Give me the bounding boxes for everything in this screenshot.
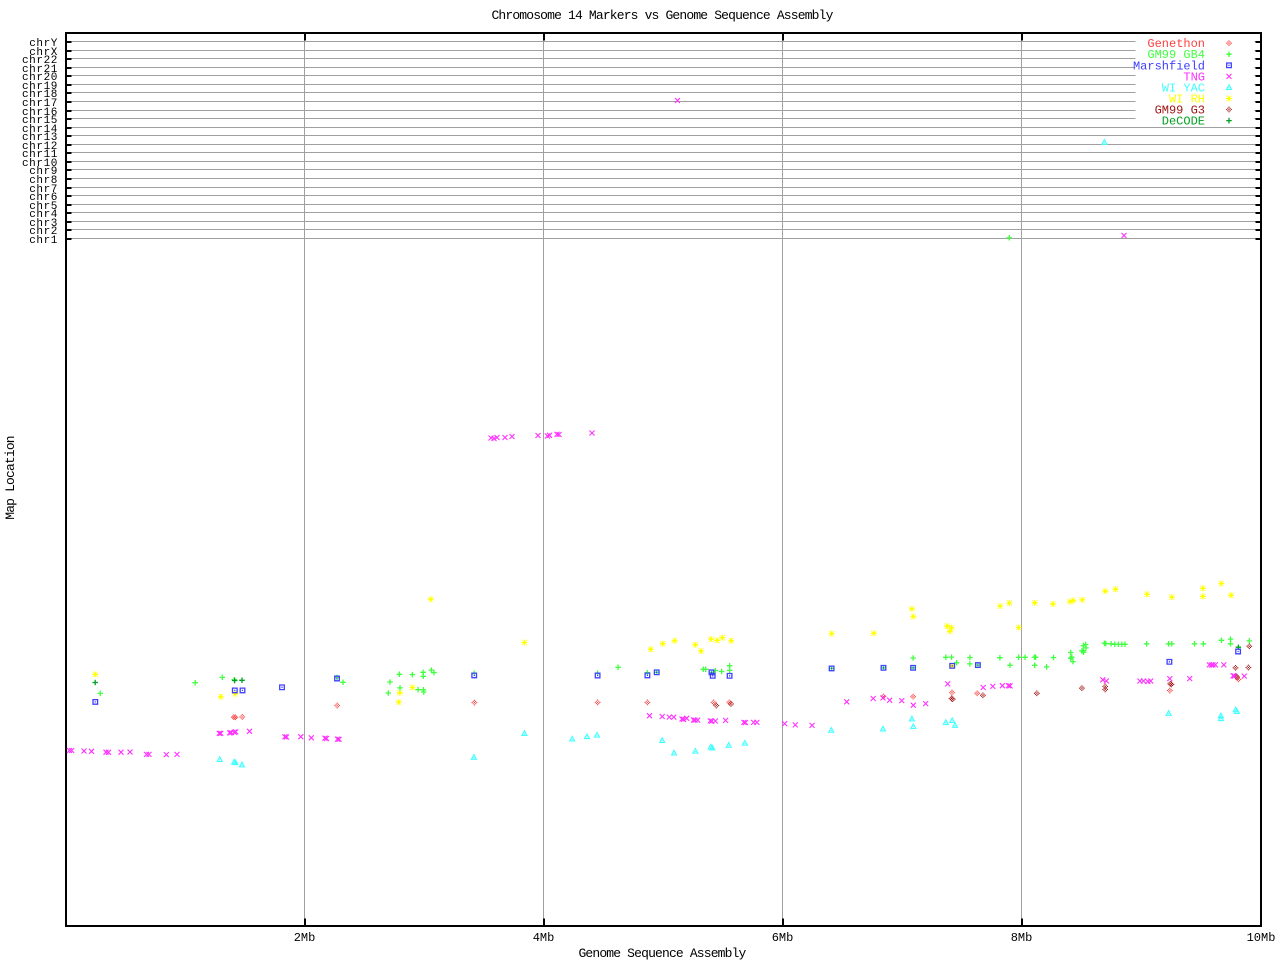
svg-text:8Mb: 8Mb (1011, 931, 1033, 945)
svg-text:4Mb: 4Mb (533, 931, 555, 945)
svg-text:chr16: chr16 (22, 107, 58, 119)
svg-text:chr14: chr14 (22, 124, 58, 136)
svg-text:chr7: chr7 (29, 184, 58, 196)
svg-text:chr11: chr11 (22, 149, 58, 161)
svg-text:chr20: chr20 (22, 72, 58, 84)
svg-text:chr5: chr5 (29, 201, 58, 213)
svg-text:chr2: chr2 (29, 226, 58, 238)
svg-text:chr6: chr6 (29, 192, 58, 204)
svg-text:Map Location: Map Location (3, 436, 18, 520)
svg-text:Genethon: Genethon (1147, 37, 1205, 51)
svg-text:Marshfield: Marshfield (1133, 59, 1205, 73)
svg-text:chr8: chr8 (29, 175, 58, 187)
svg-text:chr18: chr18 (22, 89, 58, 101)
svg-text:chr9: chr9 (29, 166, 58, 178)
svg-text:Chromosome 14 Markers vs Genom: Chromosome 14 Markers vs Genome Sequence… (491, 8, 833, 23)
svg-text:TNG: TNG (1183, 70, 1205, 84)
svg-text:WI YAC: WI YAC (1162, 81, 1205, 95)
svg-text:WI RH: WI RH (1169, 93, 1205, 107)
svg-text:GM99 GB4: GM99 GB4 (1147, 48, 1205, 62)
svg-text:chr13: chr13 (22, 132, 58, 144)
svg-text:chr19: chr19 (22, 81, 58, 93)
svg-text:Genome Sequence Assembly: Genome Sequence Assembly (578, 946, 746, 960)
svg-text:10Mb: 10Mb (1247, 931, 1276, 945)
svg-text:2Mb: 2Mb (294, 931, 316, 945)
svg-text:chr3: chr3 (29, 218, 58, 230)
svg-text:chr1: chr1 (29, 235, 58, 247)
svg-text:chr21: chr21 (22, 64, 58, 76)
svg-text:chr12: chr12 (22, 141, 58, 153)
svg-text:6Mb: 6Mb (772, 931, 794, 945)
svg-text:GM99 G3: GM99 G3 (1155, 104, 1205, 118)
svg-text:chr17: chr17 (22, 98, 58, 110)
svg-text:chr15: chr15 (22, 115, 58, 127)
svg-text:chr10: chr10 (22, 158, 58, 170)
svg-text:chr4: chr4 (29, 209, 58, 221)
svg-text:chrY: chrY (29, 38, 58, 50)
svg-text:chrX: chrX (29, 47, 58, 59)
svg-text:chr22: chr22 (22, 55, 58, 67)
svg-text:DeCODE: DeCODE (1162, 115, 1205, 129)
